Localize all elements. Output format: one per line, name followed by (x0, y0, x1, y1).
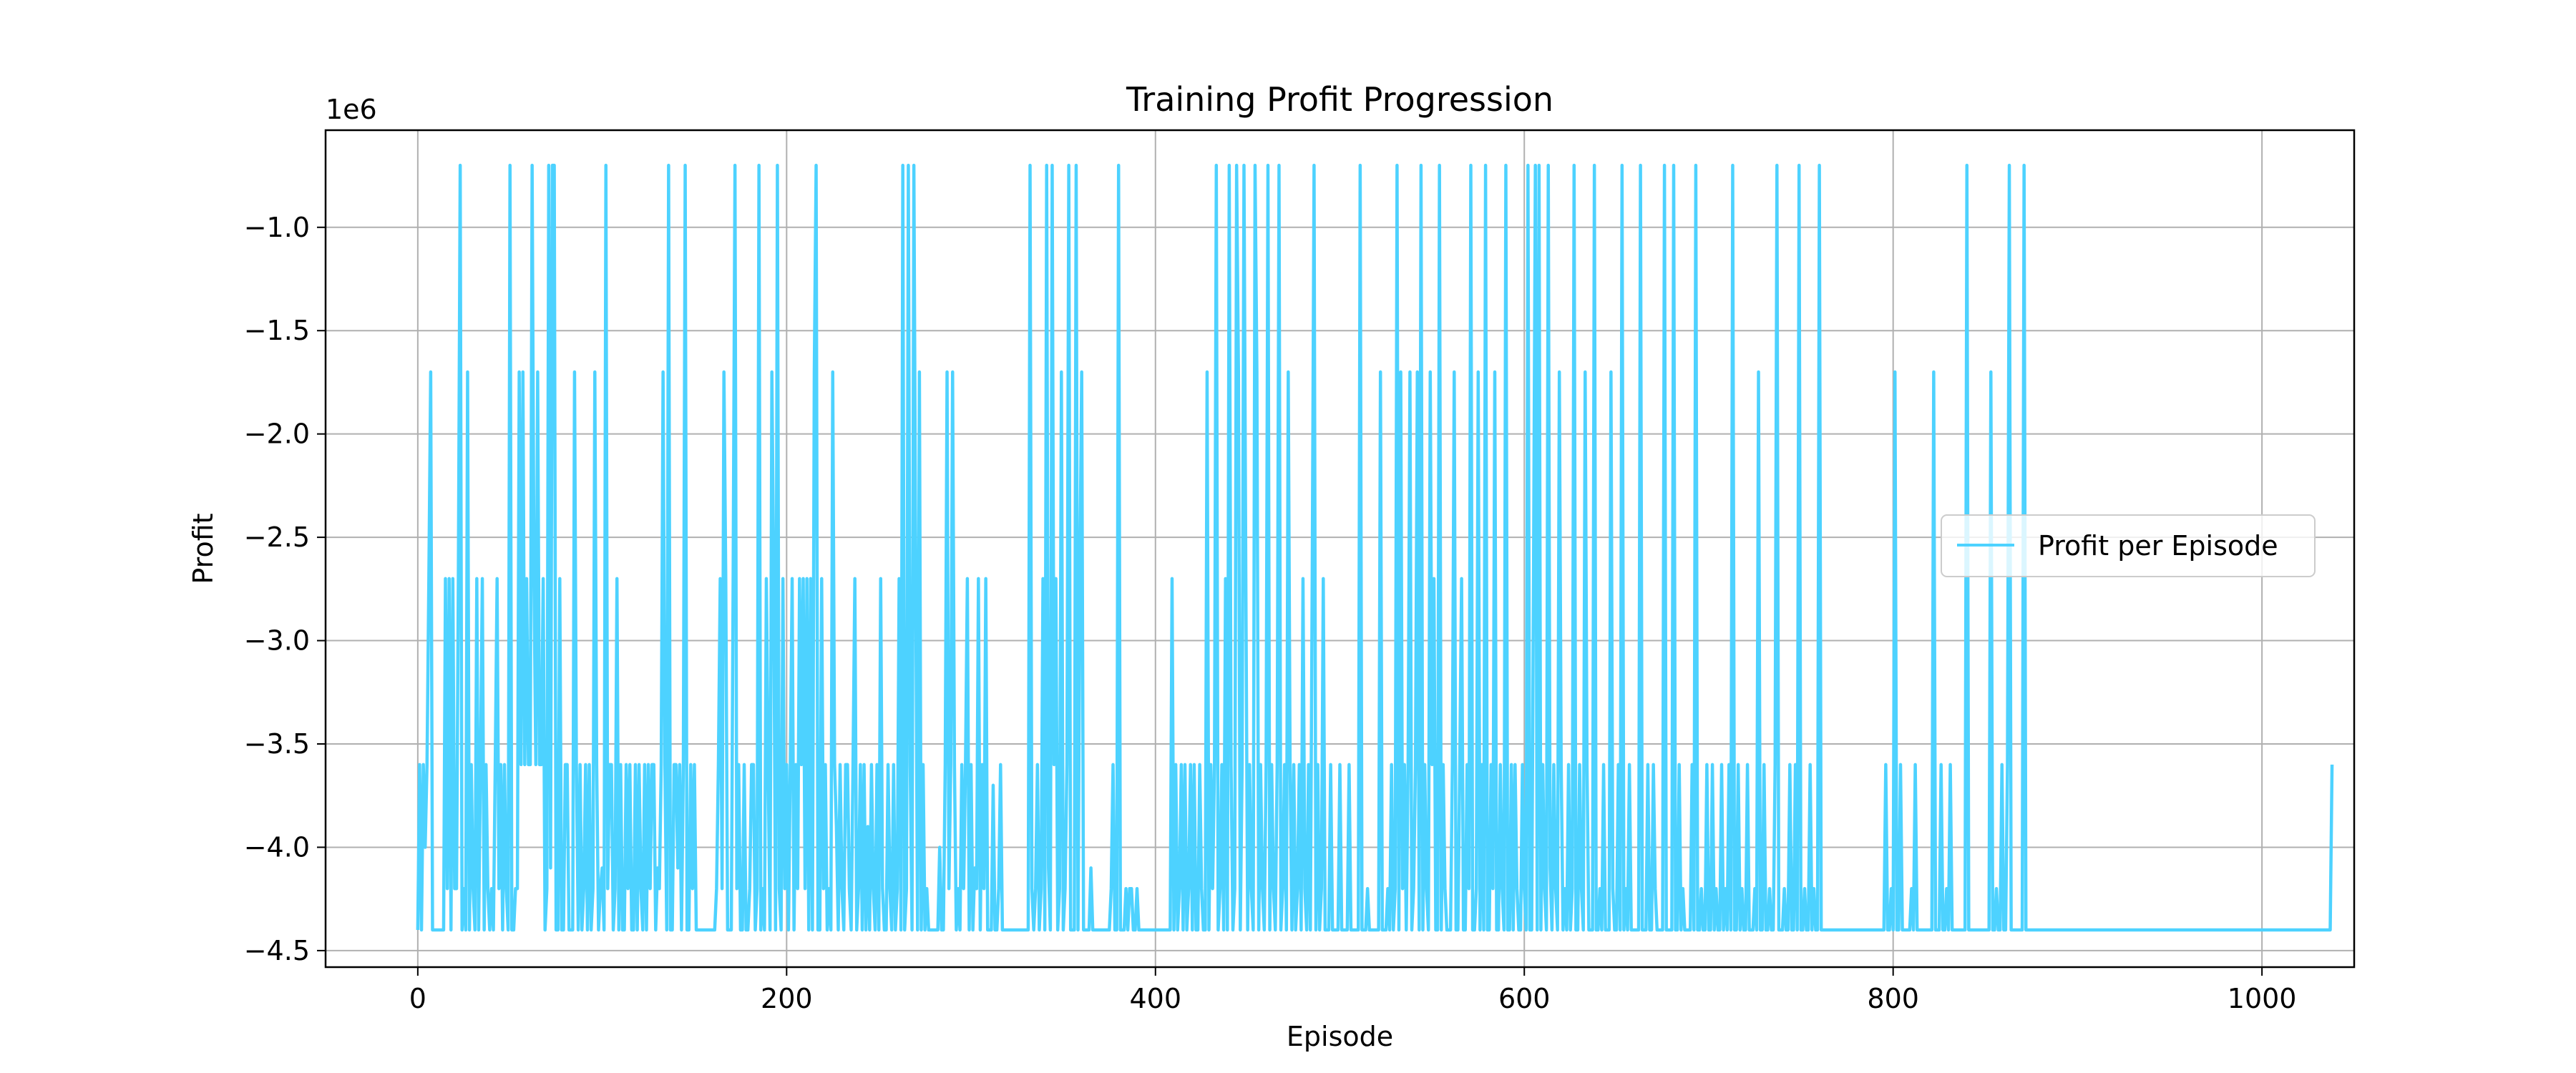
x-axis-label: Episode (1287, 1021, 1393, 1052)
x-tick-label: 1000 (2228, 983, 2297, 1014)
x-tick-label: 800 (1867, 983, 1919, 1014)
legend: Profit per Episode (1941, 514, 2316, 577)
x-axis-ticks: 0 200 400 600 800 1000 (409, 967, 2297, 1014)
x-tick-label: 400 (1130, 983, 1182, 1014)
legend-label: Profit per Episode (2038, 530, 2278, 562)
y-tick-label: −4.5 (244, 935, 310, 966)
y-axis-ticks: −1.0 −1.5 −2.0 −2.5 −3.0 −3.5 −4.0 −4.5 (244, 212, 326, 966)
x-tick-label: 200 (761, 983, 813, 1014)
series-line-profit-per-episode (416, 163, 2334, 932)
y-axis-label: Profit (187, 513, 219, 584)
y-axis-offset-label: 1e6 (326, 94, 377, 125)
legend-box (1941, 514, 2316, 577)
x-tick-label: 600 (1498, 983, 1551, 1014)
y-tick-label: −3.0 (244, 625, 310, 657)
y-tick-label: −2.0 (244, 418, 310, 450)
y-tick-label: −4.0 (244, 831, 310, 863)
y-tick-label: −1.5 (244, 315, 310, 346)
plot-frame (324, 129, 2356, 969)
y-tick-label: −1.0 (244, 212, 310, 243)
chart-title: Training Profit Progression (1126, 80, 1553, 119)
x-tick-label: 0 (409, 983, 426, 1014)
y-tick-label: −3.5 (244, 728, 310, 760)
series-layer (416, 163, 2334, 932)
y-tick-label: −2.5 (244, 521, 310, 553)
